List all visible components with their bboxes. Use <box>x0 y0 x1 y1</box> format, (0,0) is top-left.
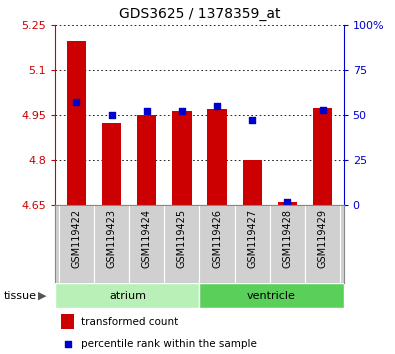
Text: ▶: ▶ <box>38 291 46 301</box>
Bar <box>102 122 121 205</box>
Bar <box>172 110 192 205</box>
Point <box>320 107 326 113</box>
Bar <box>243 160 262 205</box>
Text: tissue: tissue <box>4 291 37 301</box>
Point <box>73 99 79 105</box>
Point <box>284 199 291 205</box>
Text: percentile rank within the sample: percentile rank within the sample <box>81 339 257 349</box>
Text: GSM119422: GSM119422 <box>71 209 81 268</box>
Bar <box>55 283 199 308</box>
Text: GSM119429: GSM119429 <box>318 209 327 268</box>
Text: transformed count: transformed count <box>81 317 179 327</box>
Text: GSM119426: GSM119426 <box>212 209 222 268</box>
Point <box>143 109 150 114</box>
Bar <box>207 109 227 205</box>
Bar <box>94 205 129 283</box>
Text: atrium: atrium <box>109 291 146 301</box>
Bar <box>313 108 332 205</box>
Bar <box>199 283 344 308</box>
Bar <box>305 205 340 283</box>
Bar <box>67 41 86 205</box>
Point <box>179 109 185 114</box>
Text: GSM119423: GSM119423 <box>107 209 117 268</box>
Bar <box>199 205 235 283</box>
Point <box>108 112 115 118</box>
Text: GSM119424: GSM119424 <box>142 209 152 268</box>
Point <box>249 118 256 123</box>
Point <box>214 103 220 109</box>
Bar <box>61 314 74 329</box>
Bar <box>235 205 270 283</box>
Text: GSM119427: GSM119427 <box>247 209 257 268</box>
Bar <box>164 205 199 283</box>
Bar <box>270 205 305 283</box>
Bar <box>59 205 94 283</box>
Point <box>65 341 71 347</box>
Bar <box>129 205 164 283</box>
Text: GSM119428: GSM119428 <box>282 209 292 268</box>
Text: ventricle: ventricle <box>247 291 296 301</box>
Bar <box>278 202 297 205</box>
Title: GDS3625 / 1378359_at: GDS3625 / 1378359_at <box>119 7 280 21</box>
Bar <box>137 115 156 205</box>
Text: GSM119425: GSM119425 <box>177 209 187 268</box>
